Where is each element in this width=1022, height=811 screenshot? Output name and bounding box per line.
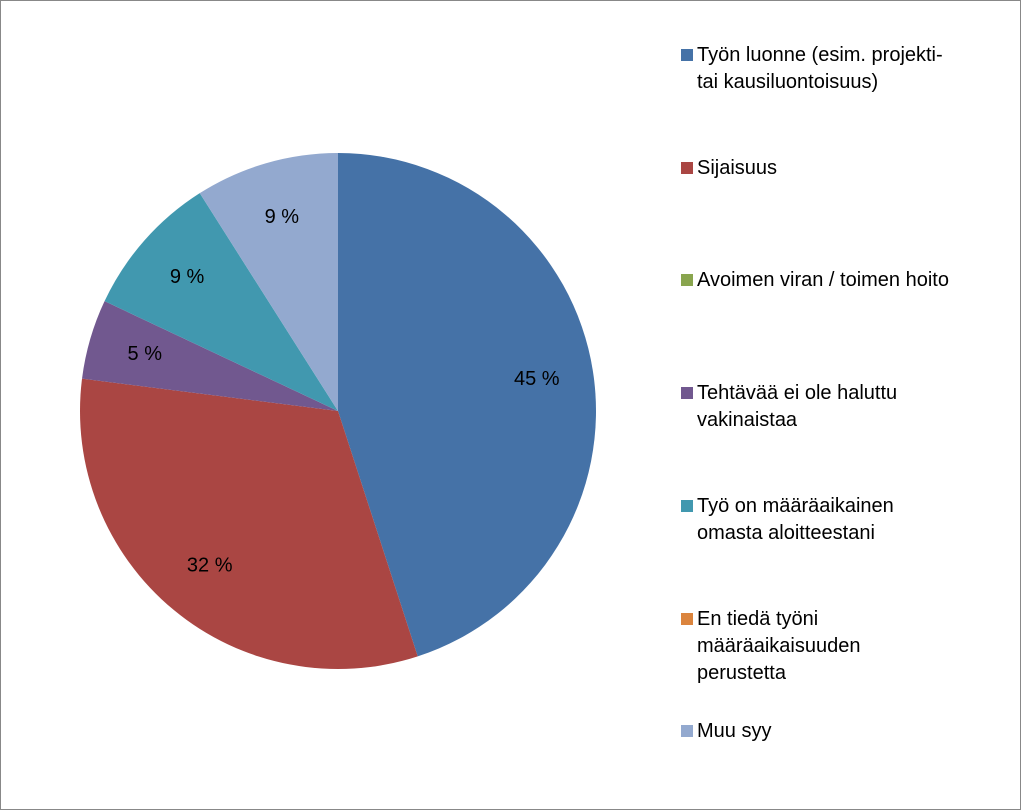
data-label: 9 % — [265, 206, 300, 228]
legend-item: Avoimen viran / toimen hoito — [681, 267, 971, 294]
legend-swatch — [681, 274, 693, 287]
legend-swatch — [681, 499, 693, 512]
legend-item: Työ on määräaikainen omasta aloitteestan… — [681, 493, 971, 547]
legend-item: Työn luonne (esim. projekti-tai kausiluo… — [681, 42, 971, 96]
legend-swatch — [681, 49, 693, 61]
pie-slice — [338, 153, 596, 657]
legend-swatch — [681, 387, 693, 400]
legend-label: Työn luonne (esim. projekti-tai kausiluo… — [697, 44, 943, 93]
pie-slice — [199, 153, 338, 411]
legend-swatch — [681, 725, 693, 738]
pie-slice — [104, 193, 338, 411]
legend-item: Sijaisuus — [681, 155, 971, 182]
pie-slice — [82, 301, 338, 411]
legend-swatch — [681, 161, 693, 174]
legend-label: Sijaisuus — [697, 156, 778, 179]
data-label: 32 % — [187, 554, 233, 576]
legend-swatch — [681, 612, 693, 625]
legend-item: Tehtävää ei ole haluttu vakinaistaa — [681, 380, 971, 434]
pie-slice — [79, 378, 418, 669]
legend-label: En tiedä työni määräaikaisuuden perustet… — [697, 607, 861, 684]
legend-label: Avoimen viran / toimen hoito — [697, 269, 949, 292]
legend-label: Työ on määräaikainen omasta aloitteestan… — [697, 494, 894, 544]
data-label: 45 % — [514, 368, 560, 390]
data-label: 5 % — [128, 343, 163, 365]
legend-item: Muu syy — [681, 718, 971, 745]
data-label: 9 % — [170, 266, 205, 288]
legend-label: Muu syy — [697, 720, 772, 743]
legend-label: Tehtävää ei ole haluttu vakinaistaa — [697, 382, 898, 432]
legend-item: En tiedä työni määräaikaisuuden perustet… — [681, 606, 971, 687]
